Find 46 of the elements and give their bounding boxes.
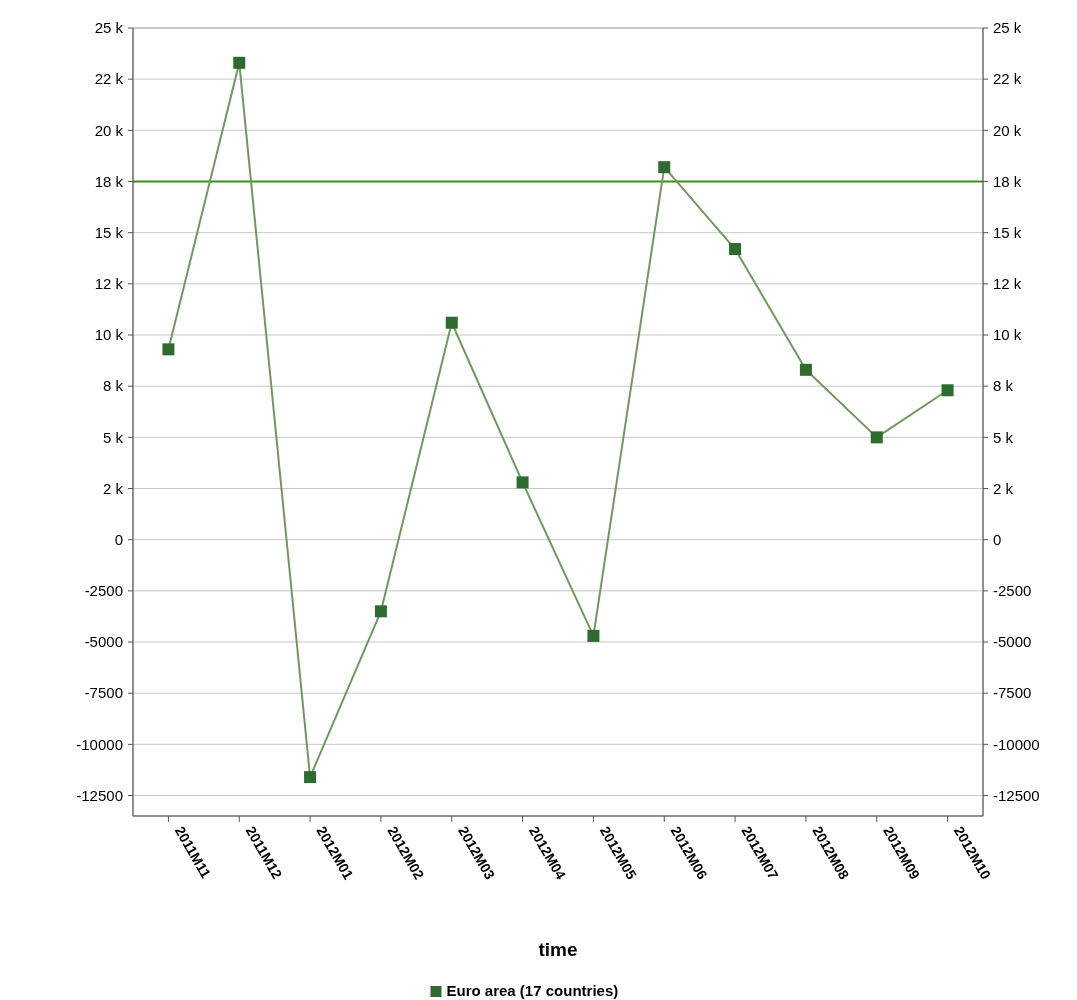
y-tick-label: -10000 bbox=[76, 735, 123, 753]
point bbox=[587, 629, 600, 642]
y2-tick-label: 18 k bbox=[993, 172, 1022, 190]
y2-tick-label: 0 bbox=[993, 530, 1002, 548]
y-tick-label: 18 k bbox=[94, 172, 124, 190]
legend-label: Euro area (17 countries) bbox=[446, 982, 619, 999]
y-tick-label: -5000 bbox=[84, 633, 123, 651]
y2-tick-label: 12 k bbox=[993, 275, 1022, 293]
point bbox=[445, 316, 458, 329]
point bbox=[799, 363, 812, 376]
y2-tick-label: -10000 bbox=[993, 735, 1040, 753]
point bbox=[233, 56, 246, 69]
point bbox=[870, 431, 883, 444]
point bbox=[658, 161, 671, 174]
y-tick-label: 2 k bbox=[102, 479, 124, 497]
y-tick-label: 12 k bbox=[94, 275, 124, 293]
y2-tick-label: 20 k bbox=[993, 121, 1022, 139]
point bbox=[941, 384, 954, 397]
y2-tick-label: 25 k bbox=[993, 19, 1022, 37]
y2-tick-label: 2 k bbox=[993, 479, 1014, 497]
y2-tick-label: 8 k bbox=[993, 377, 1014, 395]
y2-tick-label: 22 k bbox=[993, 70, 1022, 88]
y-tick-label: -12500 bbox=[76, 786, 123, 804]
y2-tick-label: -12500 bbox=[993, 786, 1040, 804]
y-tick-label: 0 bbox=[114, 530, 123, 548]
point bbox=[516, 476, 529, 489]
y2-tick-label: -7500 bbox=[993, 684, 1032, 702]
y-tick-label: 8 k bbox=[102, 377, 124, 395]
y-tick-label: 5 k bbox=[102, 428, 124, 446]
x-axis-title: time bbox=[538, 939, 578, 960]
y-tick-label: 25 k bbox=[94, 19, 124, 37]
y2-tick-label: -5000 bbox=[993, 633, 1032, 651]
y-tick-label: 10 k bbox=[94, 326, 124, 344]
y-tick-label: -7500 bbox=[84, 684, 123, 702]
y2-tick-label: 5 k bbox=[993, 428, 1014, 446]
point bbox=[162, 343, 175, 356]
point bbox=[729, 243, 742, 256]
point bbox=[304, 771, 317, 784]
y2-tick-label: 15 k bbox=[993, 223, 1022, 241]
y-tick-label: 15 k bbox=[94, 223, 124, 241]
y2-tick-label: 10 k bbox=[993, 326, 1022, 344]
y-tick-label: 22 k bbox=[94, 70, 124, 88]
y2-tick-label: -2500 bbox=[993, 582, 1032, 600]
y-tick-label: -2500 bbox=[84, 582, 123, 600]
point bbox=[374, 605, 387, 618]
y-tick-label: 20 k bbox=[94, 121, 124, 139]
